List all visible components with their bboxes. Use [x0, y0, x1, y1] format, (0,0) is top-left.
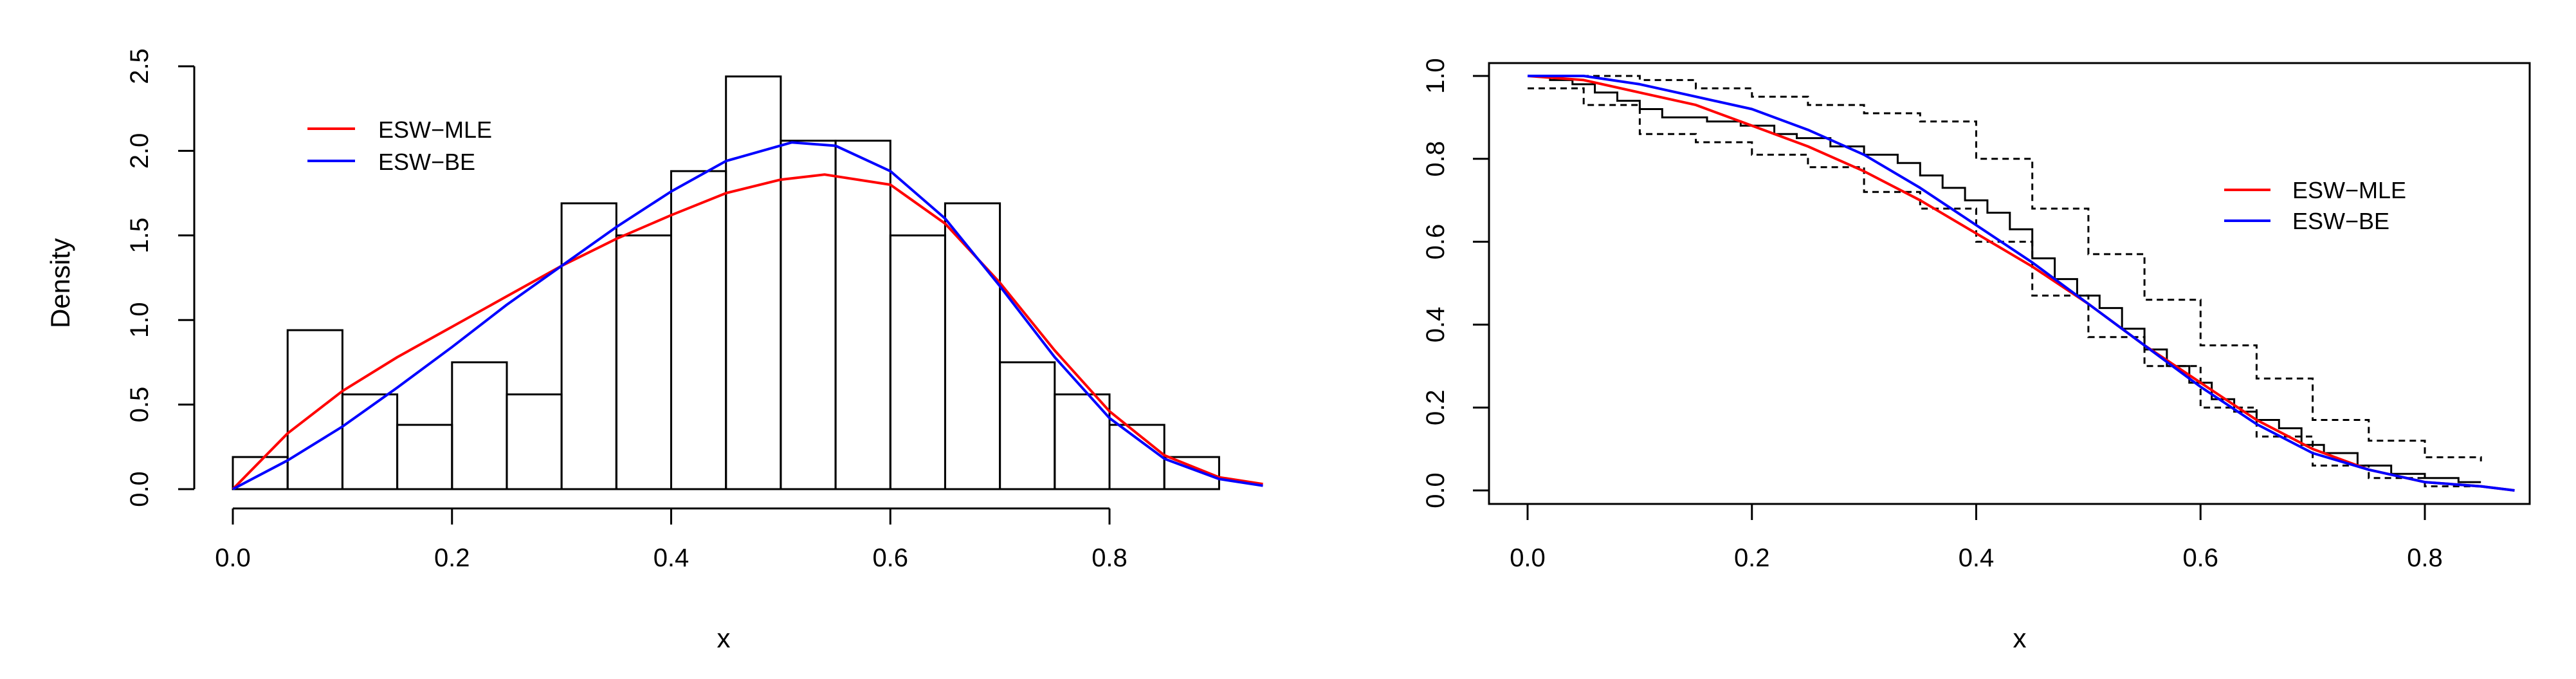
density-curves — [232, 141, 1263, 490]
y-tick-label: 0.0 — [125, 471, 154, 507]
x-tick-label: 0.8 — [1092, 544, 1128, 572]
x-tick-label: 0.0 — [215, 544, 251, 572]
y-tick-label: 0.2 — [1421, 389, 1450, 425]
left-x-axis-label: x — [717, 623, 731, 653]
density-curve — [232, 141, 1263, 490]
y-tick-label: 0.6 — [1421, 224, 1450, 260]
histogram-bar — [725, 75, 782, 490]
histogram-bar — [944, 202, 1001, 490]
legend-label-esw-be: ESW−BE — [2292, 208, 2389, 234]
histogram-bar — [999, 361, 1056, 490]
y-tick-label: 1.0 — [125, 302, 154, 338]
histogram-bar — [396, 423, 453, 490]
y-tick-label: 0.5 — [125, 387, 154, 423]
right-axes: 0.0 0.2 0.4 0.6 0.8 0.0 0.2 0.4 0.6 0.8 1.0 — [1421, 58, 2443, 572]
histogram-chart: 0.0 0.2 0.4 0.6 0.8 0.0 0.5 1.0 1.5 2.0 2.5 x Dens… — [45, 48, 1263, 653]
y-tick-label: 0.4 — [1421, 307, 1450, 343]
right-legend: ESW−MLE ESW−BE — [2224, 177, 2406, 234]
x-tick-label: 0.6 — [872, 544, 908, 572]
plot-box — [1488, 62, 2531, 505]
x-tick-label: 0.6 — [2182, 544, 2218, 572]
histogram-bar — [889, 234, 947, 490]
histogram-bars — [232, 75, 1220, 490]
confidence-band — [1528, 75, 2482, 490]
histogram-bar — [286, 329, 343, 490]
histogram-bar — [451, 361, 508, 490]
empirical-survival-line — [1528, 75, 2481, 483]
histogram-bar — [834, 140, 891, 490]
histogram-bar — [615, 234, 672, 490]
histogram-bar — [670, 170, 727, 490]
y-tick-label: 2.0 — [125, 133, 154, 169]
survival-curve — [1527, 75, 2515, 492]
left-axes: 0.0 0.2 0.4 0.6 0.8 0.0 0.5 1.0 1.5 2.0 2.5 — [125, 48, 1128, 572]
confidence-band-line — [1528, 75, 2482, 461]
confidence-band-line — [1528, 87, 2482, 490]
legend-label-esw-be: ESW−BE — [378, 149, 475, 175]
y-tick-label: 0.8 — [1421, 141, 1450, 177]
x-tick-label: 0.2 — [434, 544, 470, 572]
histogram-bar — [780, 140, 837, 490]
density-curve — [232, 173, 1263, 490]
x-tick-label: 0.4 — [653, 544, 690, 572]
y-tick-label: 1.5 — [125, 218, 154, 254]
legend-label-esw-mle: ESW−MLE — [378, 116, 492, 143]
legend-label-esw-mle: ESW−MLE — [2292, 177, 2406, 203]
histogram-bar — [506, 393, 563, 490]
left-y-axis-label: Density — [45, 238, 75, 328]
empirical-survival-step — [1528, 75, 2481, 483]
y-tick-label: 2.5 — [125, 48, 154, 84]
y-tick-label: 0.0 — [1421, 472, 1450, 508]
survival-chart: 0.0 0.2 0.4 0.6 0.8 0.0 0.2 0.4 0.6 0.8 1.0 x ESW−… — [1421, 58, 2531, 653]
histogram-bar — [1163, 456, 1220, 490]
x-tick-label: 0.2 — [1734, 544, 1770, 572]
x-tick-label: 0.4 — [1959, 544, 1995, 572]
y-tick-label: 1.0 — [1421, 58, 1450, 94]
survival-curve — [1528, 75, 2515, 492]
fitted-survival-curves — [1527, 75, 2515, 492]
left-legend: ESW−MLE ESW−BE — [307, 116, 492, 175]
x-tick-label: 0.8 — [2407, 544, 2443, 572]
x-tick-label: 0.0 — [1510, 544, 1546, 572]
right-x-axis-label: x — [2013, 623, 2027, 653]
